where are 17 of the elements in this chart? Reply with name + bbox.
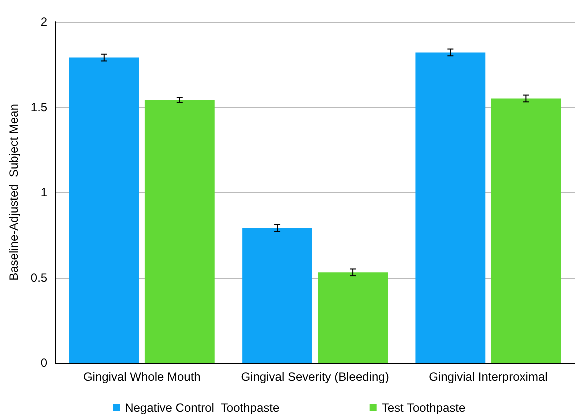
y-axis-title: Baseline-Adjusted Subject Mean [7, 104, 21, 281]
bar [318, 272, 388, 363]
x-tick-label: Gingival Whole Mouth [83, 370, 201, 384]
y-tick-label: 1.5 [30, 100, 48, 114]
bar [69, 58, 140, 363]
x-tick-label: Gingivial Interproximal [429, 370, 548, 384]
y-tick-label: 2 [40, 15, 48, 29]
bar [491, 98, 562, 363]
legend-label: Negative Control Toothpaste [125, 401, 280, 415]
bar [144, 100, 215, 363]
legend-label: Test Toothpaste [382, 401, 466, 415]
x-tick-label: Gingival Severity (Bleeding) [241, 370, 390, 384]
bar [242, 228, 312, 363]
y-tick-label: 0.5 [30, 270, 48, 285]
y-tick-label: 1 [40, 186, 48, 200]
y-tick-label: 0 [40, 356, 48, 370]
bar [416, 52, 486, 363]
